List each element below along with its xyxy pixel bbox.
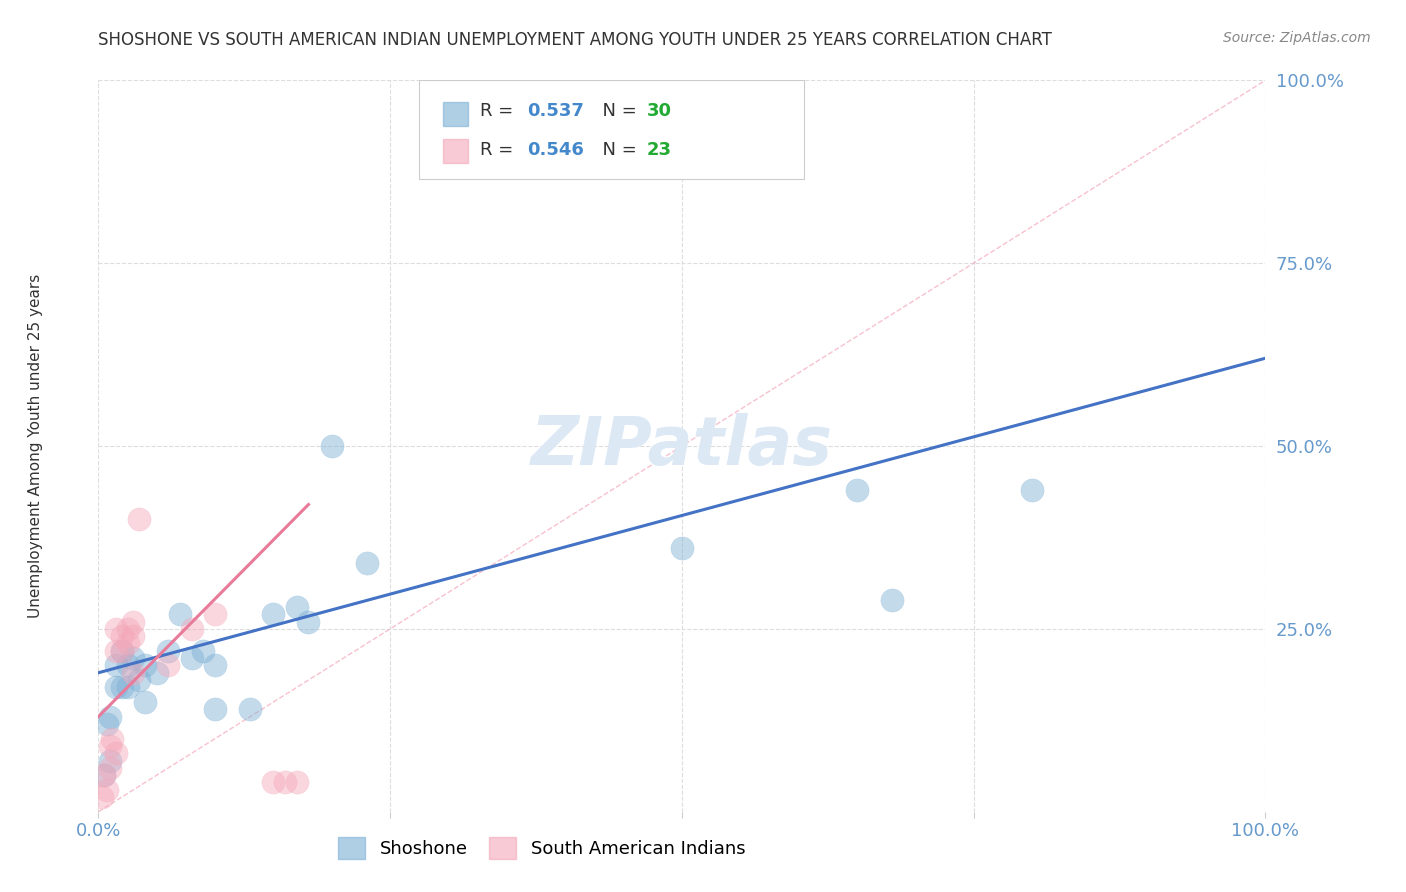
Point (93, 768, 115, 782)
Point (180, 651, 202, 665)
Point (262, 775, 284, 789)
Point (285, 599, 308, 614)
Point (204, 702, 226, 716)
Point (90, 790, 112, 805)
Point (845, 483, 868, 497)
Point (169, 607, 191, 622)
Point (98, 761, 121, 775)
Point (122, 665, 145, 680)
Point (117, 636, 139, 650)
Point (101, 731, 124, 746)
Point (104, 681, 127, 695)
Point (104, 644, 127, 658)
Text: ZIPatlas: ZIPatlas (531, 413, 832, 479)
Text: R =: R = (479, 102, 519, 120)
Text: 0.537: 0.537 (527, 102, 583, 120)
Point (96, 717, 118, 731)
Text: Source: ZipAtlas.com: Source: ZipAtlas.com (1223, 31, 1371, 45)
Point (157, 644, 180, 658)
Point (146, 665, 169, 680)
Point (671, 541, 693, 556)
Point (204, 607, 226, 622)
Point (104, 746, 127, 760)
FancyBboxPatch shape (419, 80, 804, 179)
Point (111, 681, 134, 695)
Point (1021, 483, 1043, 497)
Point (122, 651, 145, 665)
Point (93, 768, 115, 782)
Text: SHOSHONE VS SOUTH AMERICAN INDIAN UNEMPLOYMENT AMONG YOUTH UNDER 25 YEARS CORREL: SHOSHONE VS SOUTH AMERICAN INDIAN UNEMPL… (98, 31, 1052, 49)
Point (122, 629, 145, 643)
Point (96, 782, 118, 797)
Text: N =: N = (591, 102, 643, 120)
Text: 0.546: 0.546 (527, 141, 583, 159)
Point (180, 622, 202, 636)
Text: R =: R = (479, 141, 519, 159)
Point (880, 592, 903, 607)
Point (117, 658, 139, 673)
Point (122, 615, 145, 629)
Point (274, 775, 297, 789)
Point (321, 439, 343, 453)
Text: N =: N = (591, 141, 643, 159)
Legend: Shoshone, South American Indians: Shoshone, South American Indians (329, 829, 755, 869)
Point (128, 673, 150, 687)
Point (134, 695, 156, 709)
Point (128, 512, 150, 526)
FancyBboxPatch shape (443, 103, 468, 127)
Point (157, 658, 180, 673)
Point (104, 622, 127, 636)
Text: Unemployment Among Youth under 25 years: Unemployment Among Youth under 25 years (28, 274, 42, 618)
Point (117, 681, 139, 695)
Point (104, 658, 127, 673)
Point (98, 754, 121, 768)
Point (297, 615, 319, 629)
Point (111, 644, 134, 658)
Point (98, 709, 121, 723)
Point (285, 775, 308, 789)
Point (111, 644, 134, 658)
Point (117, 622, 139, 636)
FancyBboxPatch shape (443, 139, 468, 163)
Point (495, 95, 517, 110)
Point (356, 556, 378, 570)
Point (262, 607, 284, 622)
Point (98, 739, 121, 753)
Point (111, 629, 134, 643)
Point (204, 658, 226, 673)
Point (239, 702, 262, 716)
Text: 30: 30 (647, 102, 672, 120)
Text: 23: 23 (647, 141, 672, 159)
Point (134, 658, 156, 673)
Point (193, 644, 215, 658)
